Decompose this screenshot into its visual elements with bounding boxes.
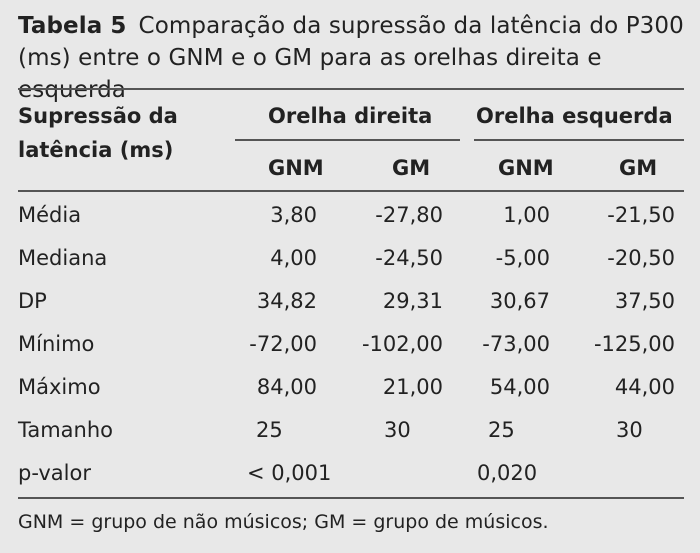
row-label: Mínimo	[18, 332, 95, 356]
col-header-gm-right: GM	[392, 156, 431, 180]
cell-gm-right: 21,00	[382, 375, 443, 399]
cell-gm-left: 37,50	[614, 289, 675, 313]
table-label: Tabela 5	[18, 13, 127, 39]
table-footnote: GNM = grupo de não músicos; GM = grupo d…	[18, 511, 549, 533]
cell-gnm-left: -5,00	[495, 246, 550, 270]
cell-gm-left: -21,50	[607, 203, 675, 227]
row-label: Média	[18, 203, 82, 227]
cell-gm-right: -102,00	[361, 332, 443, 356]
cell-gnm-right: 84,00	[256, 375, 317, 399]
col-header-gnm-left: GNM	[498, 156, 554, 180]
cell-gm-left: -125,00	[593, 332, 675, 356]
bottom-rule	[18, 497, 684, 499]
cell-gm-right: -24,50	[375, 246, 443, 270]
row-header-line2: latência (ms)	[18, 138, 174, 162]
header-rule	[18, 190, 684, 192]
col-header-gnm-right: GNM	[268, 156, 324, 180]
cell-gm-right: 30	[384, 418, 411, 442]
cell-gnm-left: 25	[488, 418, 515, 442]
top-rule	[18, 88, 684, 90]
table-caption: Tabela 5 Comparação da supressão da latên…	[18, 10, 688, 106]
cell-gm-left: 44,00	[614, 375, 675, 399]
cell-gnm-right: 3,80	[270, 203, 317, 227]
row-header-line1: Supressão da	[18, 104, 178, 128]
cell-gm-right: 29,31	[382, 289, 443, 313]
cell-gm-left: -20,50	[607, 246, 675, 270]
cell-gnm-right: 25	[256, 418, 283, 442]
group-header-right-ear: Orelha direita	[268, 104, 433, 128]
cell-gm-left: 30	[616, 418, 643, 442]
cell-gnm-left: 1,00	[503, 203, 550, 227]
row-label: Mediana	[18, 246, 108, 270]
row-header: Supressão da latência (ms)	[18, 103, 178, 163]
cell-gnm-left: 54,00	[489, 375, 550, 399]
table-title: Comparação da supressão da latência do P…	[18, 13, 684, 103]
cell-gm-right: -27,80	[375, 203, 443, 227]
pvalue-left-ear: 0,020	[477, 461, 538, 485]
col-header-gm-left: GM	[619, 156, 658, 180]
cell-gnm-left: 30,67	[489, 289, 550, 313]
cell-gnm-left: -73,00	[482, 332, 550, 356]
row-label: p-valor	[18, 461, 91, 485]
group-rule-left-ear	[474, 139, 684, 141]
group-rule-right-ear	[235, 139, 460, 141]
cell-gnm-right: 34,82	[256, 289, 317, 313]
row-label: Tamanho	[18, 418, 114, 442]
group-header-left-ear: Orelha esquerda	[476, 104, 673, 128]
row-label: Máximo	[18, 375, 101, 399]
cell-gnm-right: 4,00	[270, 246, 317, 270]
cell-gnm-right: -72,00	[249, 332, 317, 356]
pvalue-right-ear: < 0,001	[247, 461, 332, 485]
row-label: DP	[18, 289, 47, 313]
